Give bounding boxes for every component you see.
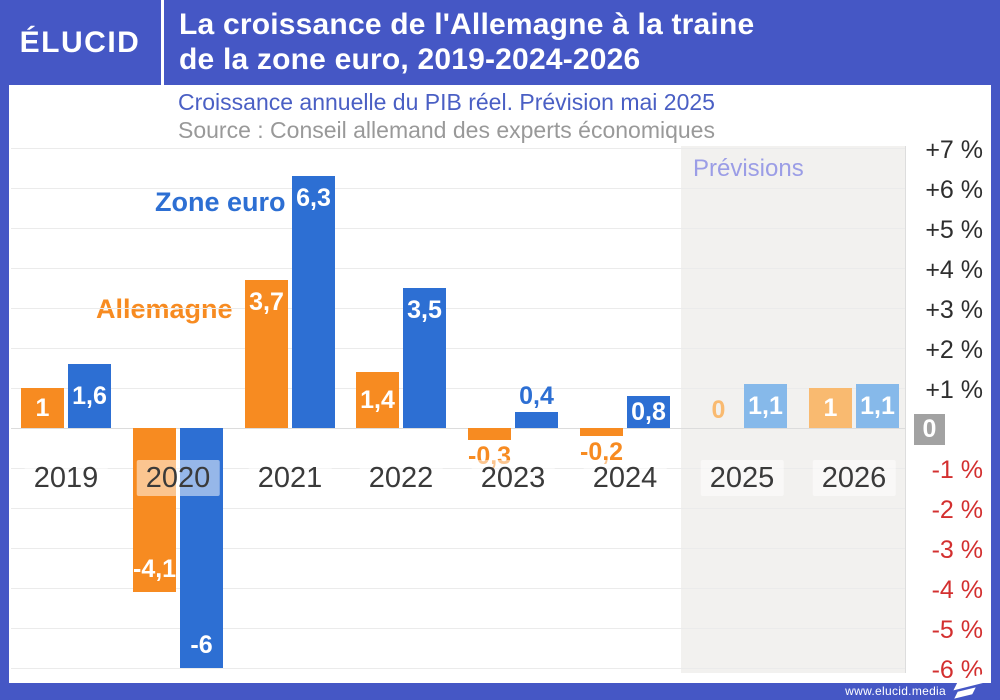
gridline <box>11 508 905 509</box>
year-label-2025: 2025 <box>700 460 784 496</box>
y-tick--2%: -2 % <box>931 496 983 524</box>
page-title: La croissance de l'Allemagne à la traine… <box>179 7 754 77</box>
bar-value-zone-euro-2020: -6 <box>190 631 213 659</box>
bar-value-zone-euro-2025: 1,1 <box>748 392 783 420</box>
bar-value-allemagne-2022: 1,4 <box>360 386 395 414</box>
forecast-label: Prévisions <box>693 155 804 182</box>
footer-url: www.elucid.media <box>845 684 946 698</box>
y-tick-zero-badge: 0 <box>914 414 945 445</box>
gridline <box>11 428 905 429</box>
chart-source: Source : Conseil allemand des experts éc… <box>178 117 715 143</box>
bar-zone-euro-2023 <box>515 412 558 428</box>
y-tick--4%: -4 % <box>931 576 983 604</box>
year-label-2026: 2026 <box>812 460 896 496</box>
gridline <box>11 668 905 669</box>
bar-allemagne-2024 <box>580 428 623 436</box>
gridline <box>11 548 905 549</box>
elucid-flag-icon <box>950 672 989 699</box>
series-label-allemagne: Allemagne <box>96 294 233 324</box>
gridline <box>11 388 905 389</box>
header: ÉLUCID La croissance de l'Allemagne à la… <box>0 0 1000 85</box>
gridline <box>11 628 905 629</box>
bar-value-allemagne-2019: 1 <box>35 394 50 422</box>
bar-allemagne-2022 <box>356 372 399 428</box>
plot-right-edge <box>905 146 906 673</box>
year-label-2024: 2024 <box>583 460 667 496</box>
gridline <box>11 268 905 269</box>
bar-value-allemagne-2026: 1 <box>823 394 838 422</box>
frame-border-right <box>991 85 1000 700</box>
bar-allemagne-2020 <box>133 428 176 592</box>
bar-value-allemagne-2021: 3,7 <box>249 288 284 316</box>
year-label-2019: 2019 <box>24 460 108 496</box>
bar-value-zone-euro-2021: 6,3 <box>296 184 331 212</box>
year-label-2022: 2022 <box>359 460 443 496</box>
bar-value-zone-euro-2023: 0,4 <box>519 382 554 410</box>
title-line-2: de la zone euro, 2019-2024-2026 <box>179 43 641 76</box>
year-label-2021: 2021 <box>248 460 332 496</box>
y-tick-+5%: +5 % <box>925 216 983 244</box>
gridline <box>11 308 905 309</box>
year-label-2020: 2020 <box>136 460 220 496</box>
gridline <box>11 228 905 229</box>
bar-allemagne-2021 <box>245 280 288 428</box>
y-tick-+7%: +7 % <box>925 136 983 164</box>
year-label-2023: 2023 <box>471 460 555 496</box>
logo-separator <box>161 0 164 85</box>
brand-logo: ÉLUCID <box>19 25 141 59</box>
gridline <box>11 188 905 189</box>
y-tick--1%: -1 % <box>931 456 983 484</box>
chart-area: Prévisions Zone euro Allemagne 1 -4,1 3,7 1… <box>9 136 991 684</box>
bar-value-zone-euro-2026: 1,1 <box>860 392 895 420</box>
title-line-1: La croissance de l'Allemagne à la traine <box>179 8 755 41</box>
bar-zone-euro-2019 <box>68 364 111 428</box>
gridline <box>11 148 905 149</box>
frame-border-left <box>0 85 9 700</box>
y-tick-+1%: +1 % <box>925 376 983 404</box>
bar-value-allemagne-2020: -4,1 <box>133 555 177 583</box>
y-tick--3%: -3 % <box>931 536 983 564</box>
bar-value-zone-euro-2022: 3,5 <box>407 296 442 324</box>
gridline <box>11 588 905 589</box>
bar-value-zone-euro-2019: 1,6 <box>72 382 107 410</box>
y-tick-+3%: +3 % <box>925 296 983 324</box>
bar-zone-euro-2022 <box>403 288 446 428</box>
y-tick--5%: -5 % <box>931 616 983 644</box>
bar-value-zone-euro-2024: 0,8 <box>631 398 666 426</box>
bar-zone-euro-2021 <box>292 176 335 428</box>
bar-value-allemagne-2025: 0 <box>711 396 726 424</box>
bar-allemagne-2026 <box>809 388 852 428</box>
chart-subtitle: Croissance annuelle du PIB réel. Prévisi… <box>178 89 715 115</box>
y-tick-+4%: +4 % <box>925 256 983 284</box>
bar-zone-euro-2024 <box>627 396 670 428</box>
y-tick-+2%: +2 % <box>925 336 983 364</box>
bar-allemagne-2023 <box>468 428 511 440</box>
bar-zone-euro-2025 <box>744 384 787 428</box>
footer <box>0 683 1000 700</box>
series-label-zone-euro: Zone euro <box>155 187 286 217</box>
y-tick-+6%: +6 % <box>925 176 983 204</box>
bar-zone-euro-2026 <box>856 384 899 428</box>
gridline <box>11 468 905 469</box>
gridline <box>11 348 905 349</box>
bar-allemagne-2019 <box>21 388 64 428</box>
